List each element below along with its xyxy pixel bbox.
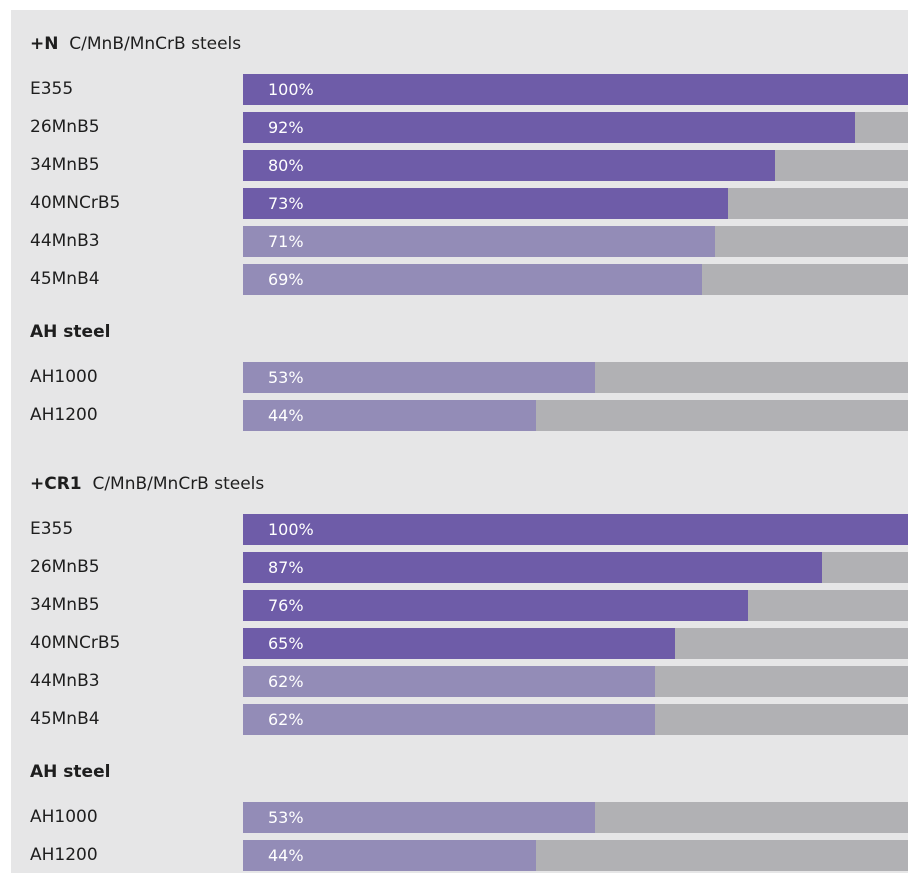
bar: 62% — [243, 666, 655, 697]
bar: 69% — [243, 264, 702, 295]
section-heading-bold: +CR1 — [30, 474, 82, 494]
category-label: E355 — [30, 519, 74, 539]
group-title: AH steel — [30, 762, 111, 782]
bar-value-label: 80% — [268, 156, 304, 175]
category-label: 44MnB3 — [30, 231, 100, 251]
section-heading: +CR1 C/MnB/MnCrB steels — [30, 474, 264, 494]
bar-value-label: 87% — [268, 558, 304, 577]
category-label: 26MnB5 — [30, 557, 100, 577]
bar: 53% — [243, 362, 595, 393]
category-label: 44MnB3 — [30, 671, 100, 691]
bar: 53% — [243, 802, 595, 833]
category-label: AH1200 — [30, 845, 98, 865]
chart-panel: +N C/MnB/MnCrB steels E355 100% 26MnB5 92% 34… — [11, 10, 908, 873]
section-heading-text: C/MnB/MnCrB steels — [58, 34, 242, 54]
bar-value-label: 44% — [268, 406, 304, 425]
bar-value-label: 100% — [268, 520, 314, 539]
category-label: 34MnB5 — [30, 155, 100, 175]
bar: 65% — [243, 628, 675, 659]
bar-track: 87% — [243, 552, 908, 583]
bar-value-label: 53% — [268, 368, 304, 387]
bar-track: 62% — [243, 704, 908, 735]
bar: 73% — [243, 188, 728, 219]
category-label: E355 — [30, 79, 74, 99]
bar-value-label: 44% — [268, 846, 304, 865]
bar-track: 80% — [243, 150, 908, 181]
bar-value-label: 100% — [268, 80, 314, 99]
bar-value-label: 73% — [268, 194, 304, 213]
category-label: 34MnB5 — [30, 595, 100, 615]
bar: 100% — [243, 514, 908, 545]
bar: 87% — [243, 552, 822, 583]
bar: 62% — [243, 704, 655, 735]
bar-value-label: 92% — [268, 118, 304, 137]
bar-value-label: 76% — [268, 596, 304, 615]
bar-track: 73% — [243, 188, 908, 219]
bar-track: 53% — [243, 802, 908, 833]
bar-value-label: 53% — [268, 808, 304, 827]
bar: 76% — [243, 590, 748, 621]
bar-track: 62% — [243, 666, 908, 697]
bar: 92% — [243, 112, 855, 143]
bar-value-label: 71% — [268, 232, 304, 251]
bar: 71% — [243, 226, 715, 257]
bar-track: 65% — [243, 628, 908, 659]
section-heading-bold: +N — [30, 34, 59, 54]
bar: 44% — [243, 840, 536, 871]
section-heading-text: C/MnB/MnCrB steels — [81, 474, 265, 494]
bar-value-label: 69% — [268, 270, 304, 289]
category-label: 45MnB4 — [30, 269, 100, 289]
category-label: 26MnB5 — [30, 117, 100, 137]
bar-track: 53% — [243, 362, 908, 393]
category-label: AH1200 — [30, 405, 98, 425]
group-title: AH steel — [30, 322, 111, 342]
bar-value-label: 62% — [268, 710, 304, 729]
bar: 44% — [243, 400, 536, 431]
bar-value-label: 65% — [268, 634, 304, 653]
bar-track: 71% — [243, 226, 908, 257]
category-label: 40MNCrB5 — [30, 633, 121, 653]
bar: 100% — [243, 74, 908, 105]
bar: 80% — [243, 150, 775, 181]
bar-track: 100% — [243, 514, 908, 545]
bar-value-label: 62% — [268, 672, 304, 691]
section-heading: +N C/MnB/MnCrB steels — [30, 34, 241, 54]
bar-track: 76% — [243, 590, 908, 621]
bar-track: 44% — [243, 400, 908, 431]
bar-track: 100% — [243, 74, 908, 105]
bar-track: 92% — [243, 112, 908, 143]
category-label: 40MNCrB5 — [30, 193, 121, 213]
category-label: 45MnB4 — [30, 709, 100, 729]
category-label: AH1000 — [30, 367, 98, 387]
category-label: AH1000 — [30, 807, 98, 827]
bar-track: 44% — [243, 840, 908, 871]
bar-track: 69% — [243, 264, 908, 295]
